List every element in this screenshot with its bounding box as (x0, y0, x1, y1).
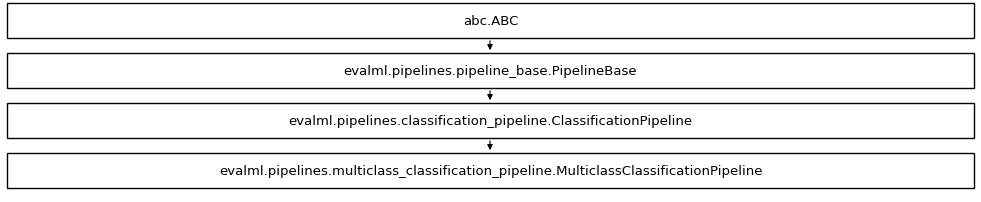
Bar (7, 4, 974, 39)
Bar (7, 103, 974, 138)
Text: evalml.pipelines.classification_pipeline.ClassificationPipeline: evalml.pipelines.classification_pipeline… (288, 115, 693, 127)
Text: evalml.pipelines.pipeline_base.PipelineBase: evalml.pipelines.pipeline_base.PipelineB… (343, 65, 638, 78)
Text: evalml.pipelines.multiclass_classification_pipeline.MulticlassClassificationPipe: evalml.pipelines.multiclass_classificati… (219, 164, 762, 177)
Bar (7, 153, 974, 188)
Text: abc.ABC: abc.ABC (463, 15, 518, 28)
Bar (7, 54, 974, 88)
